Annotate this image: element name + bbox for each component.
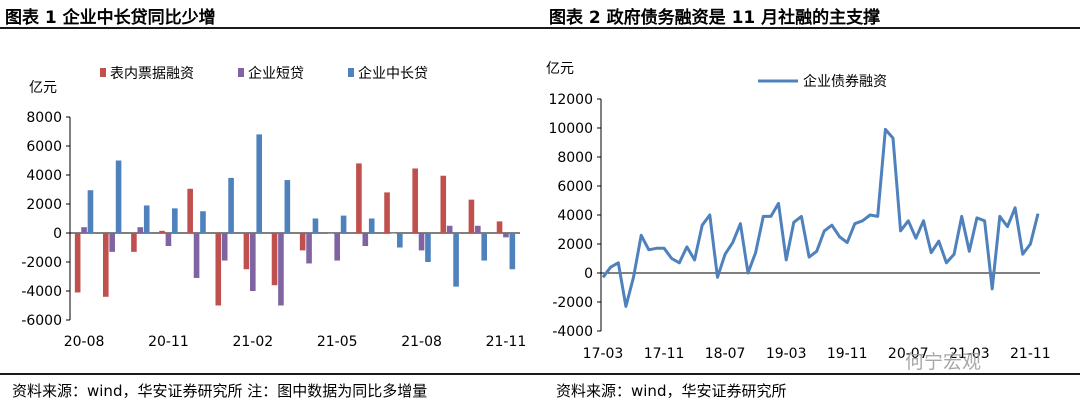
- y-tick-label: -4000: [21, 284, 62, 300]
- y-tick-label: -6000: [21, 313, 62, 329]
- bar: [193, 233, 200, 278]
- x-tick-label: 20-11: [148, 334, 189, 350]
- y-tick-label: 0: [53, 226, 62, 242]
- legend-label: 企业债券融资: [803, 73, 887, 90]
- bar: [453, 233, 459, 287]
- bar: [384, 192, 390, 233]
- y-tick-label: 4000: [557, 208, 593, 224]
- bar: [446, 225, 453, 233]
- bar: [250, 233, 256, 291]
- legend-label: 表内票据融资: [110, 66, 194, 82]
- bar: [256, 134, 263, 233]
- bar: [200, 211, 206, 233]
- legend-label: 企业短贷: [248, 65, 304, 82]
- bar: [221, 233, 228, 261]
- bar-chart: -6000 -4000 -2000 0 2000 4000 6000 8000 亿元 20-08 2…: [21, 65, 527, 350]
- bar: [368, 218, 375, 233]
- line-chart: -4000 -2000 0 2000 4000 6000 8000 10000 12000 亿元 1…: [546, 61, 1051, 362]
- left-figure-source: 资料来源：wind，华安证券研究所 注：图中数据为同比多增量: [12, 382, 428, 400]
- y-tick-label: 0: [584, 266, 593, 282]
- legend-swatch: [348, 68, 354, 77]
- bar: [243, 233, 250, 270]
- x-tick-label: 21-11: [486, 334, 527, 350]
- bar: [187, 188, 193, 233]
- bottom-rule: [0, 373, 1080, 375]
- right-figure-title: 图表 2 政府债务融资是 11 月社融的主支撑: [549, 8, 881, 28]
- y-tick-label: 4000: [26, 168, 62, 184]
- legend-swatch: [238, 68, 244, 77]
- bar: [172, 208, 178, 233]
- bar: [412, 168, 418, 233]
- right-figure-source: 资料来源：wind，华安证券研究所: [556, 382, 787, 400]
- bar: [468, 199, 475, 233]
- x-tick-label: 20-08: [64, 334, 105, 350]
- bar: [87, 190, 94, 233]
- top-rule: [0, 27, 1080, 29]
- series-line: [601, 127, 1040, 308]
- x-tick-label: 20-07: [888, 346, 929, 362]
- bar: [312, 218, 319, 233]
- bar: [102, 233, 109, 297]
- bar: [340, 215, 347, 233]
- x-tick-label: 19-03: [766, 346, 807, 362]
- bar: [306, 233, 312, 264]
- bar: [362, 233, 369, 247]
- legend-swatch: [100, 68, 106, 77]
- bar: [137, 227, 144, 233]
- bar: [503, 233, 509, 238]
- x-tick-label: 21-05: [317, 334, 358, 350]
- left-figure-title: 图表 1 企业中长贷同比少增: [5, 8, 216, 28]
- y-tick-label: -2000: [21, 255, 62, 271]
- bar: [397, 233, 403, 248]
- bar: [215, 233, 222, 306]
- y-tick-label: 10000: [548, 121, 593, 137]
- bar: [143, 205, 150, 233]
- x-tick-label: 17-11: [644, 346, 685, 362]
- bar: [481, 233, 488, 261]
- bar: [74, 233, 81, 293]
- bar: [165, 233, 172, 247]
- y-tick-label: 2000: [26, 197, 62, 213]
- bar: [475, 225, 481, 233]
- x-tick-label: 21-11: [1010, 346, 1051, 362]
- bar: [284, 180, 291, 233]
- bar: [271, 233, 278, 286]
- y-axis-unit: 亿元: [546, 61, 574, 77]
- legend-label: 企业中长贷: [358, 65, 428, 82]
- bar: [327, 233, 334, 234]
- bar: [131, 233, 137, 252]
- y-tick-label: 2000: [557, 237, 593, 253]
- bar: [356, 163, 362, 233]
- bar: [334, 233, 340, 261]
- y-tick-label: 6000: [557, 179, 593, 195]
- bar: [440, 175, 447, 233]
- x-tick-label: 21-03: [949, 346, 990, 362]
- y-tick-label: 6000: [26, 139, 62, 155]
- x-tick-label: 18-07: [705, 346, 746, 362]
- bar: [278, 233, 284, 306]
- bar: [509, 233, 516, 270]
- bar: [418, 233, 425, 251]
- bar: [228, 177, 234, 233]
- bar: [109, 233, 115, 252]
- bar: [81, 227, 87, 233]
- y-tick-label: 12000: [548, 92, 593, 108]
- y-tick-label: -4000: [552, 324, 593, 340]
- y-tick-label: 8000: [26, 110, 62, 126]
- y-tick-label: 8000: [557, 150, 593, 166]
- x-tick-label: 19-11: [827, 346, 868, 362]
- x-tick-label: 21-08: [401, 334, 442, 350]
- watermark-logo: 何宁宏观: [905, 351, 982, 373]
- bar: [115, 160, 122, 233]
- bar: [496, 221, 503, 233]
- x-tick-label: 17-03: [583, 346, 624, 362]
- bar: [390, 233, 397, 234]
- y-tick-label: -2000: [552, 295, 593, 311]
- bar: [299, 233, 306, 251]
- x-tick-label: 21-02: [232, 334, 273, 350]
- bar: [425, 233, 431, 262]
- y-axis-unit: 亿元: [29, 80, 57, 96]
- bar: [159, 230, 165, 233]
